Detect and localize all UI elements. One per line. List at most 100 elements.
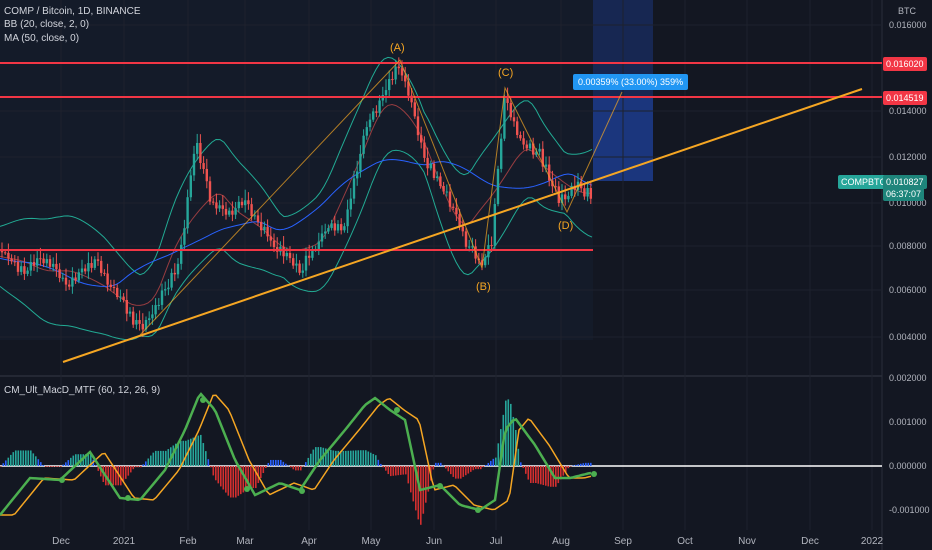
crossover-dot [200, 397, 206, 403]
time-tick-label: Oct [677, 536, 693, 547]
macd-histogram-bar [167, 449, 170, 466]
symbol-tag: COMPBTC [838, 175, 889, 189]
bollinger-lower-band [0, 149, 593, 341]
macd-histogram-bar [112, 466, 115, 486]
macd-tick-label: 0.002000 [889, 373, 927, 383]
measure-tooltip[interactable]: 0.00359% (33.00%) 359% [573, 74, 689, 90]
candle-body [151, 314, 154, 319]
macd-histogram-bar [325, 448, 327, 466]
candle-body [375, 111, 378, 113]
macd-histogram-bar [47, 466, 50, 467]
candle-body [0, 250, 4, 253]
candle-body [176, 263, 180, 275]
crossover-dot [394, 407, 400, 413]
macd-histogram-bar [220, 466, 222, 487]
price-axis: 0.016000 0.014000 0.012000 0.010000 0.008000… [0, 20, 927, 342]
macd-histogram-bar [475, 466, 477, 470]
macd-histogram-bar [312, 449, 315, 466]
resistance-mid-tag: 0.014519 [883, 91, 927, 105]
time-tick-label: Mar [236, 536, 254, 547]
macd-histogram-bar [330, 449, 332, 466]
macd-histogram-bar [225, 466, 227, 493]
candle-body [464, 231, 468, 247]
candle-body [548, 164, 551, 181]
macd-histogram-bar [72, 455, 75, 466]
macd-histogram-bar [590, 462, 592, 466]
macd-histogram-bar [160, 450, 162, 466]
candle-body [215, 202, 218, 209]
candle-body [103, 272, 106, 274]
macd-histogram-bar [417, 466, 420, 520]
macd-histogram-bar [585, 462, 587, 466]
candle-body [452, 206, 455, 208]
bb-legend[interactable]: BB (20, close, 2, 0) [4, 19, 90, 30]
macd-histogram-bar [12, 452, 15, 466]
candle-body [324, 231, 327, 234]
macd-histogram-bar [327, 449, 330, 466]
candle-body [48, 259, 52, 267]
candlestick-series[interactable] [0, 57, 592, 337]
macd-histogram-bar [362, 450, 365, 466]
macd-histogram-bar [162, 450, 165, 466]
macd-histogram-bar [530, 466, 532, 484]
candle-body [154, 305, 157, 315]
macd-histogram-bar [122, 466, 125, 483]
macd-histogram-bar [527, 466, 530, 480]
macd-histogram-bar [0, 466, 2, 467]
candle-body [349, 198, 352, 210]
time-tick-label: Nov [738, 536, 756, 547]
candle-body [378, 100, 381, 113]
macd-histogram-bar [267, 462, 270, 466]
candle-body [52, 263, 55, 267]
candle-body [458, 214, 461, 227]
candle-body [167, 287, 170, 290]
candle-body [388, 79, 391, 91]
macd-histogram-bar [280, 459, 282, 466]
candle-body [125, 300, 128, 314]
macd-histogram-bar [507, 399, 510, 466]
macd-histogram-bar [390, 466, 392, 477]
elliott-wave-path[interactable] [139, 59, 623, 336]
candle-body [455, 207, 458, 215]
macd-histogram-bar [65, 462, 67, 466]
ma-legend[interactable]: MA (50, close, 0) [4, 33, 80, 44]
candle-body [71, 277, 74, 287]
macd-histogram-bar [307, 457, 310, 466]
candle-body [23, 266, 26, 274]
macd-histogram-bar [510, 403, 512, 466]
macd-histogram-bar [360, 450, 362, 466]
candle-body [260, 221, 263, 231]
candle-body [192, 153, 196, 176]
macd-histogram-bar [332, 450, 335, 466]
candle-body [496, 168, 500, 205]
candle-body [567, 195, 570, 200]
candle-body [538, 148, 541, 152]
macd-histogram-bar [410, 466, 412, 493]
macd-histogram-bar [55, 466, 57, 467]
macd-histogram-bar [582, 463, 585, 466]
candle-body [224, 208, 228, 215]
macd-histogram-bar [272, 459, 275, 466]
candle-body [218, 205, 221, 209]
candle-body [304, 255, 308, 271]
ascending-trendline[interactable] [62, 88, 863, 363]
macd-histogram-bar [375, 455, 377, 466]
macd-histogram-bar [382, 466, 385, 468]
macd-histogram-bar [347, 450, 350, 466]
macd-histogram-bar [27, 450, 30, 466]
macd-histogram-bar [247, 466, 250, 490]
macd-legend[interactable]: CM_Ult_MacD_MTF (60, 12, 26, 9) [4, 385, 161, 396]
symbol-legend[interactable]: COMP / Bitcoin, 1D, BINANCE [4, 6, 141, 17]
candle-body [148, 318, 151, 321]
candle-body [58, 269, 61, 278]
candle-body [448, 191, 452, 207]
candle-body [541, 148, 544, 167]
candle-body [426, 157, 429, 169]
candle-body [372, 111, 375, 120]
candle-body [506, 98, 509, 103]
candle-body [116, 287, 119, 297]
macd-signal-line [0, 394, 592, 516]
candle-body [64, 277, 68, 285]
macd-histogram-bar [265, 466, 267, 468]
